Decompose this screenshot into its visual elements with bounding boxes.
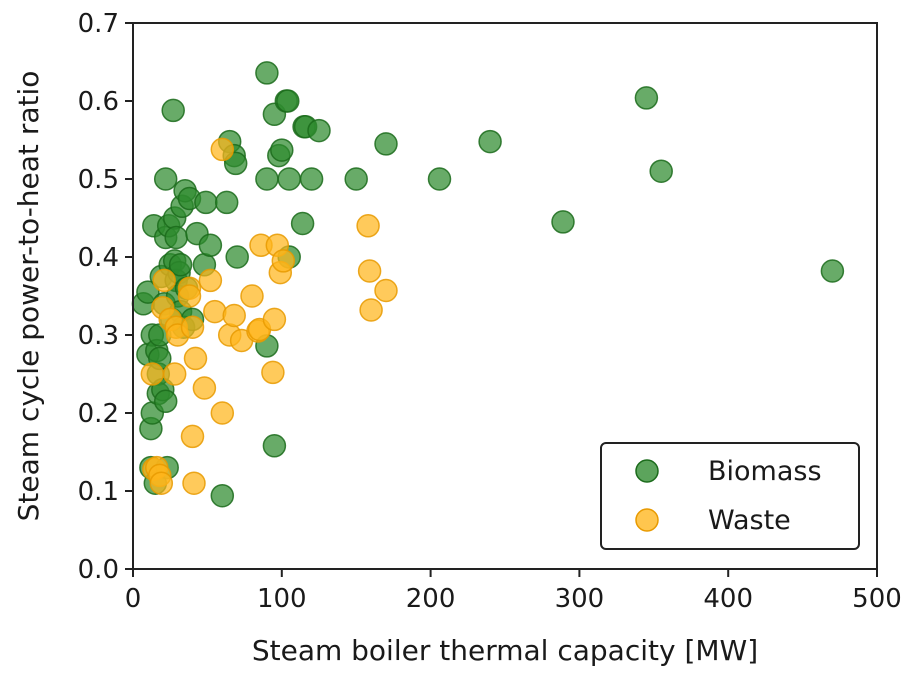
biomass-point — [276, 89, 300, 113]
y-tick-label: 0.2 — [78, 399, 119, 429]
waste-point — [149, 471, 174, 495]
biomass-point — [225, 245, 249, 269]
waste-point — [182, 471, 206, 495]
waste-point — [357, 259, 382, 283]
biomass-point — [136, 280, 160, 304]
biomass-point — [649, 159, 673, 183]
x-tick-label: 100 — [257, 584, 307, 614]
biomass-point — [164, 225, 188, 250]
biomass-point — [262, 434, 287, 458]
biomass-point — [344, 167, 368, 191]
x-tick-label: 500 — [852, 584, 902, 614]
waste-point — [152, 268, 176, 293]
biomass-point — [153, 167, 178, 191]
y-tick-label: 0.3 — [78, 321, 119, 351]
waste-point — [222, 303, 246, 328]
y-tick-label: 0.7 — [78, 9, 119, 39]
biomass-point — [290, 211, 315, 236]
biomass-point — [194, 190, 218, 215]
x-tick-label: 300 — [555, 584, 605, 614]
waste-point — [210, 137, 235, 162]
biomass-point — [214, 190, 239, 215]
waste-point — [210, 401, 235, 425]
waste-point — [198, 268, 223, 293]
biomass-point — [427, 167, 452, 191]
biomass-point — [255, 61, 279, 85]
x-axis-title: Steam boiler thermal capacity [MW] — [252, 634, 758, 667]
waste-point — [180, 315, 205, 339]
waste-point — [374, 278, 398, 303]
biomass-point — [277, 167, 301, 191]
legend-marker-waste — [635, 508, 659, 532]
waste-point — [180, 424, 205, 449]
y-tick-label: 0.1 — [78, 477, 119, 507]
biomass-point — [255, 167, 279, 191]
waste-point — [271, 249, 296, 273]
x-tick-label: 0 — [125, 584, 142, 614]
waste-point — [240, 284, 264, 308]
waste-point — [262, 307, 287, 332]
waste-point — [356, 214, 380, 238]
y-axis: 0.0 0.1 0.2 0.3 0.4 0.5 0.6 0.7 — [78, 9, 133, 585]
y-tick-label: 0.0 — [78, 555, 119, 585]
waste-point — [192, 376, 217, 400]
y-axis-title: Steam cycle power-to-heat ratio — [12, 71, 45, 522]
x-axis: 0 100 200 300 400 500 — [125, 569, 902, 614]
legend-label-biomass: Biomass — [708, 456, 822, 487]
biomass-point — [820, 259, 845, 283]
legend-box — [600, 442, 860, 550]
x-tick-label: 200 — [406, 584, 456, 614]
biomass-point — [478, 129, 502, 154]
waste-point — [359, 298, 383, 322]
waste-point — [261, 360, 285, 385]
y-tick-label: 0.5 — [78, 165, 119, 195]
plot-frame — [132, 22, 878, 570]
y-tick-label: 0.6 — [78, 87, 119, 117]
legend: Biomass Waste — [600, 442, 860, 550]
waste-point — [183, 346, 208, 371]
biomass-point — [161, 98, 185, 123]
biomass-point — [153, 389, 178, 414]
biomass-point — [270, 138, 294, 162]
biomass-point — [168, 253, 193, 277]
biomass-point — [210, 483, 235, 508]
waste-point — [203, 299, 227, 324]
legend-marker-biomass — [635, 459, 659, 483]
legend-label-waste: Waste — [708, 505, 791, 536]
data-points — [131, 61, 845, 508]
waste-point — [140, 362, 165, 386]
biomass-point — [198, 233, 223, 258]
waste-point — [177, 284, 202, 308]
biomass-point — [307, 118, 331, 143]
biomass-point — [634, 86, 659, 110]
waste-point — [162, 362, 187, 386]
biomass-point — [299, 167, 324, 191]
y-tick-label: 0.4 — [78, 243, 119, 273]
biomass-point — [551, 210, 575, 234]
biomass-point — [374, 132, 398, 156]
x-tick-label: 400 — [703, 584, 753, 614]
